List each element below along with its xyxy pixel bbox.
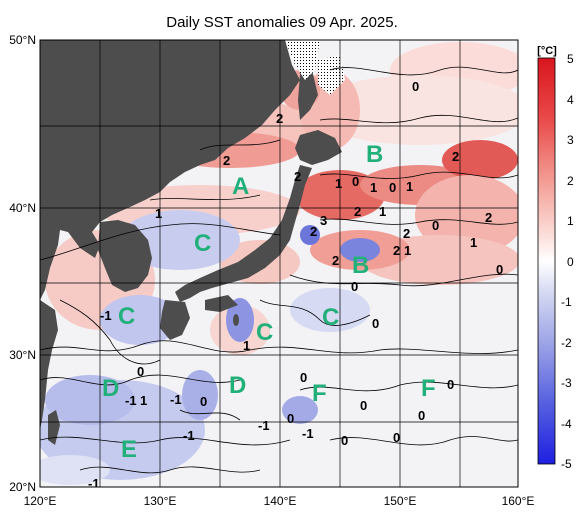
colorbar-tick: 0 xyxy=(567,255,574,269)
lat-label: 50°N xyxy=(9,33,36,47)
contour-label: 2 xyxy=(294,169,301,184)
contour-label: 0 xyxy=(300,370,307,385)
sea-ice xyxy=(285,40,345,95)
contour-label: 1 xyxy=(379,204,386,219)
contour-label: 0 xyxy=(393,430,400,445)
contour-label: 0 xyxy=(389,180,396,195)
colorbar-ticks: 5 4 3 2 1 0 -1 -2 -3 -4 -5 xyxy=(561,52,574,471)
contour-label: 0 xyxy=(351,279,358,294)
contour-label: 2 xyxy=(276,111,283,126)
contour-label: 2 xyxy=(393,243,400,258)
lon-label: 150°E xyxy=(384,494,417,508)
lat-label: 40°N xyxy=(9,201,36,215)
contour-label: 1 xyxy=(404,243,411,258)
contour-label: -1 xyxy=(302,426,314,441)
graticule xyxy=(40,40,518,487)
lon-label: 160°E xyxy=(502,494,535,508)
contour-label: 0 xyxy=(418,408,425,423)
contour-label: 2 xyxy=(223,153,230,168)
contour-label: 2 xyxy=(452,149,459,164)
contour-label: 0 xyxy=(447,377,454,392)
region-label: D xyxy=(102,375,119,402)
contour-label: 1 xyxy=(370,180,377,195)
map-title: Daily SST anomalies 09 Apr. 2025. xyxy=(166,14,398,31)
contour-label: 0 xyxy=(200,394,207,409)
contour-label: 1 xyxy=(140,393,147,408)
contour-label: 0 xyxy=(352,174,359,189)
colorbar-tick: -3 xyxy=(561,376,572,390)
contour-value-labels: 0 2 2 2 1 0 1 0 1 2 2 1 2 3 2 2 1 0 2 2 … xyxy=(88,79,503,491)
region-label: B xyxy=(366,141,383,168)
contour-label: 1 xyxy=(243,338,250,353)
contour-label: 0 xyxy=(432,218,439,233)
lon-label: 140°E xyxy=(264,494,297,508)
contour-label: 0 xyxy=(287,411,294,426)
contour-label: 1 xyxy=(335,176,342,191)
region-labels: A B B C C C C D D E F F xyxy=(102,141,436,463)
lat-label: 20°N xyxy=(9,480,36,494)
colorbar-tick: 3 xyxy=(567,133,574,147)
contour-label: 2 xyxy=(403,226,410,241)
lon-label: 130°E xyxy=(144,494,177,508)
contour-label: 1 xyxy=(470,235,477,250)
contour-label: 2 xyxy=(354,204,361,219)
contour-label: 0 xyxy=(412,79,419,94)
region-label: E xyxy=(121,436,137,463)
contour-label: 0 xyxy=(341,433,348,448)
contour-label: 0 xyxy=(496,262,503,277)
contour-label: -1 xyxy=(100,308,112,323)
contour-label: -1 xyxy=(258,418,270,433)
colorbar-tick: 2 xyxy=(567,174,574,188)
colorbar-tick: -5 xyxy=(561,457,572,471)
contour-label: 2 xyxy=(332,253,339,268)
region-label: D xyxy=(229,372,246,399)
contour-label: 0 xyxy=(137,364,144,379)
colorbar-gradient xyxy=(537,57,556,465)
colorbar-tick: -2 xyxy=(561,336,572,350)
contour-label: -1 xyxy=(183,428,195,443)
region-label: F xyxy=(312,380,327,407)
contour-label: -1 xyxy=(125,393,137,408)
contour-lines xyxy=(40,66,518,474)
contour-label: 2 xyxy=(485,210,492,225)
region-label: C xyxy=(322,304,339,331)
contour-label: 0 xyxy=(372,316,379,331)
contour-label: -1 xyxy=(88,476,100,491)
colorbar-tick: -1 xyxy=(561,295,572,309)
region-label: B xyxy=(352,252,369,279)
colorbar-tick: -4 xyxy=(561,417,572,431)
lon-label: 120°E xyxy=(24,494,57,508)
contour-label: 3 xyxy=(320,213,327,228)
contour-label: 1 xyxy=(406,179,413,194)
map-area: 0 2 2 2 1 0 1 0 1 2 2 1 2 3 2 2 1 0 2 2 … xyxy=(40,40,518,491)
region-label: C xyxy=(118,303,135,330)
contour-label: 1 xyxy=(155,206,162,221)
region-label: A xyxy=(232,173,249,200)
colorbar-tick: 1 xyxy=(567,214,574,228)
latitude-labels: 50°N 40°N 30°N 20°N xyxy=(9,33,36,494)
region-label: F xyxy=(421,375,436,402)
contour-label: 0 xyxy=(360,398,367,413)
colorbar: [°C] 5 4 3 2 1 0 -1 -2 -3 -4 -5 xyxy=(537,45,574,471)
colorbar-unit: [°C] xyxy=(537,45,557,57)
contour-label: 2 xyxy=(310,224,317,239)
contour-label: -1 xyxy=(170,392,182,407)
region-label: C xyxy=(194,230,211,257)
region-label: C xyxy=(256,319,273,346)
colorbar-tick: 5 xyxy=(567,52,574,66)
lat-label: 30°N xyxy=(9,348,36,362)
colorbar-tick: 4 xyxy=(567,93,574,107)
map-frame xyxy=(39,39,519,488)
land-masses xyxy=(40,40,342,445)
cold-anomaly-patches xyxy=(40,210,380,485)
longitude-labels: 120°E 130°E 140°E 150°E 160°E xyxy=(24,494,535,508)
